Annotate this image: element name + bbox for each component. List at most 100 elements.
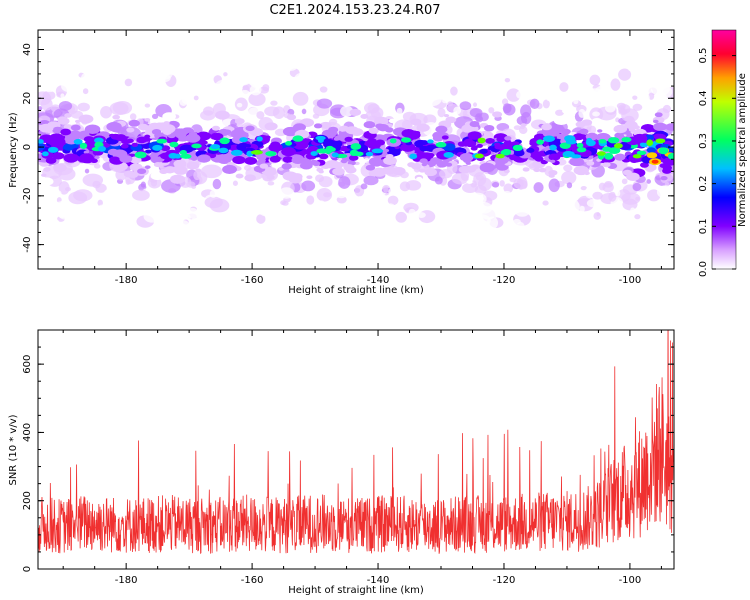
heatmap-band-blob <box>400 142 416 152</box>
heatmap-speckle <box>657 255 663 261</box>
heatmap-band-blob <box>348 154 359 161</box>
heatmap-speckle <box>520 104 532 118</box>
heatmap-speckle <box>526 228 536 234</box>
heatmap-band-blob <box>119 154 133 163</box>
heatmap-band-blob <box>419 158 428 164</box>
heatmap-speckle <box>248 76 259 86</box>
heatmap-speckle <box>450 86 458 96</box>
heatmap-speckle <box>603 92 616 106</box>
heatmap-hot-spot <box>562 151 575 157</box>
heatmap-speckle <box>340 105 354 117</box>
heatmap-band-blob <box>60 128 72 136</box>
heatmap-speckle <box>458 44 468 52</box>
heatmap-band-blob <box>197 154 211 163</box>
heatmap-band-blob <box>126 138 134 144</box>
heatmap-band-blob <box>325 159 340 169</box>
heatmap-speckle <box>157 230 163 237</box>
heatmap-band-blob <box>550 159 556 163</box>
heatmap-speckle <box>364 157 370 164</box>
heatmap-speckle <box>621 178 628 185</box>
heatmap-hot-spot <box>512 144 523 152</box>
heatmap-speckle <box>78 209 94 220</box>
heatmap-band-blob <box>164 135 179 144</box>
heatmap-speckle <box>471 256 486 268</box>
heatmap-band-blob <box>217 155 232 165</box>
heatmap-speckle <box>231 57 241 66</box>
heatmap-speckle <box>599 83 607 91</box>
heatmap-speckle <box>83 201 90 206</box>
colorbar-tick-label-4: 0.4 <box>698 90 709 106</box>
heatmap-hot-spot <box>604 152 614 160</box>
heatmap-speckle <box>109 215 125 227</box>
heatmap-speckle <box>366 250 382 262</box>
heatmap-speckle <box>402 30 420 42</box>
heatmap-hot-spot <box>443 152 454 158</box>
heatmap-speckle <box>548 178 560 193</box>
heatmap-band-blob <box>591 117 603 125</box>
heatmap-speckle <box>435 39 449 51</box>
heatmap-speckle <box>632 103 643 111</box>
heatmap-speckle <box>493 33 506 45</box>
heatmap-hot-spot <box>536 139 544 145</box>
heatmap-hot-spot <box>73 138 83 145</box>
heatmap-speckle <box>524 35 535 46</box>
heatmap-band-blob <box>319 121 332 129</box>
heatmap-hot-spot <box>315 135 326 141</box>
heatmap-hot-spot <box>152 144 163 151</box>
heatmap-band-blob <box>173 166 188 175</box>
heatmap-speckle <box>593 248 606 260</box>
heatmap-hot-spot <box>292 135 304 142</box>
heatmap-speckle <box>52 190 62 197</box>
heatmap-speckle <box>555 61 567 72</box>
heatmap-speckle <box>646 216 659 225</box>
heatmap-hot-spot <box>218 147 229 154</box>
heatmap-speckle <box>469 108 483 118</box>
heatmap-band-blob <box>363 121 376 129</box>
heatmap-speckle <box>385 81 393 86</box>
heatmap-hot-spot <box>576 147 587 153</box>
heatmap-speckle <box>74 245 86 254</box>
heatmap-speckle <box>586 198 601 208</box>
colorbar-tick-label-0: 0.0 <box>698 261 709 277</box>
heatmap-speckle <box>240 36 247 44</box>
heatmap-speckle <box>232 180 238 186</box>
heatmap-band-blob <box>365 164 376 171</box>
heatmap-speckle <box>110 88 121 98</box>
heatmap-speckle <box>132 189 150 201</box>
heatmap-hot-spot <box>502 149 512 154</box>
heatmap-band-blob <box>410 118 422 126</box>
heatmap-speckle <box>405 180 422 191</box>
heatmap-speckle <box>75 234 81 241</box>
heatmap-speckle <box>55 264 63 269</box>
heatmap-speckle <box>263 221 280 232</box>
heatmap-hot-spot <box>239 137 248 143</box>
heatmap-speckle <box>616 212 633 226</box>
colorbar-tick-label-1: 0.1 <box>698 218 709 234</box>
heatmap-band-blob <box>653 122 667 132</box>
heatmap-speckle <box>342 99 351 105</box>
heatmap-speckle <box>658 42 671 51</box>
heatmap-speckle <box>291 196 308 210</box>
heatmap-speckle <box>340 68 345 74</box>
snr-y-tick-label-3: 600 <box>22 355 33 374</box>
heatmap-band-blob <box>151 129 162 135</box>
heatmap-speckle <box>628 261 639 269</box>
heatmap-band-blob <box>259 163 269 169</box>
heatmap-speckle <box>260 228 265 233</box>
heatmap-hot-spot <box>409 153 418 160</box>
heatmap-x-tick-label-1: -160 <box>241 275 264 286</box>
heatmap-speckle <box>82 88 89 95</box>
heatmap-speckle <box>462 246 470 254</box>
heatmap-speckle <box>618 109 628 116</box>
heatmap-speckle <box>538 61 546 67</box>
heatmap-band-blob <box>485 137 495 144</box>
heatmap-speckle <box>438 79 449 91</box>
heatmap-band-blob <box>245 125 255 132</box>
heatmap-speckle <box>314 50 331 64</box>
heatmap-speckle <box>472 102 478 107</box>
heatmap-speckle <box>527 68 539 79</box>
heatmap-hot-spot <box>607 137 620 144</box>
heatmap-hot-spot <box>179 150 188 156</box>
heatmap-band-blob <box>479 162 495 173</box>
heatmap-speckle <box>199 74 210 88</box>
